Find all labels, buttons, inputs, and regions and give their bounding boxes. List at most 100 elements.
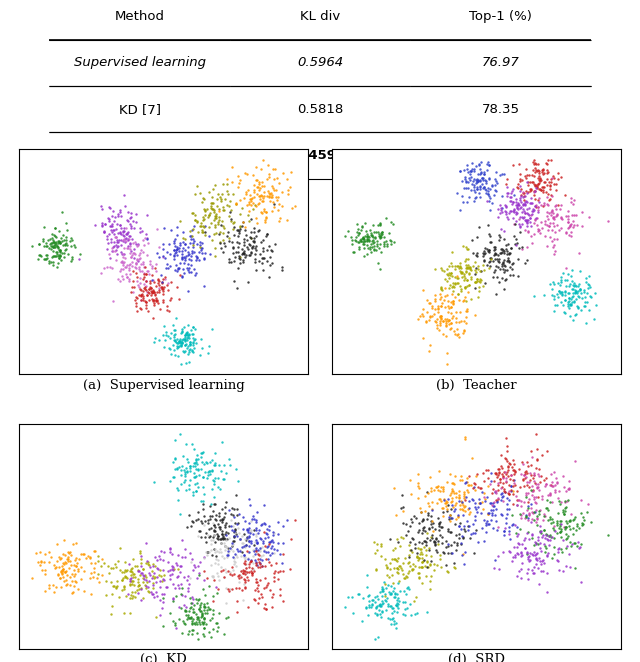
- Point: [76, 548, 86, 559]
- Point: [463, 254, 473, 264]
- Point: [399, 553, 410, 563]
- Point: [52, 241, 62, 252]
- Point: [543, 547, 553, 558]
- Point: [547, 173, 557, 183]
- Point: [245, 200, 255, 211]
- Point: [118, 234, 129, 244]
- Point: [243, 209, 253, 220]
- Point: [71, 553, 81, 563]
- Point: [195, 526, 205, 536]
- Point: [478, 260, 488, 271]
- Point: [234, 509, 244, 520]
- Point: [456, 524, 467, 534]
- Point: [533, 481, 543, 492]
- Point: [160, 335, 170, 346]
- Point: [490, 264, 500, 275]
- Point: [451, 498, 461, 508]
- Point: [246, 516, 256, 526]
- Point: [141, 233, 152, 244]
- Point: [481, 243, 492, 254]
- Point: [111, 255, 121, 265]
- Point: [104, 213, 115, 224]
- Point: [449, 518, 460, 529]
- Point: [106, 227, 116, 238]
- Point: [414, 483, 424, 493]
- Point: [459, 559, 469, 569]
- Point: [474, 493, 484, 504]
- Point: [257, 208, 268, 218]
- Point: [429, 540, 440, 550]
- Point: [133, 564, 143, 575]
- Point: [378, 238, 388, 249]
- Point: [255, 191, 265, 201]
- Point: [239, 534, 250, 545]
- Point: [504, 248, 514, 259]
- Point: [543, 515, 553, 526]
- Point: [456, 475, 467, 486]
- Point: [50, 251, 60, 261]
- Point: [431, 322, 442, 333]
- Point: [413, 568, 424, 579]
- Point: [556, 271, 566, 282]
- Point: [55, 237, 65, 248]
- Point: [528, 485, 538, 495]
- Point: [563, 217, 573, 228]
- Point: [340, 602, 350, 612]
- Point: [232, 504, 242, 514]
- Point: [132, 581, 143, 592]
- Point: [392, 595, 402, 606]
- Point: [375, 232, 385, 242]
- Point: [206, 201, 216, 211]
- Point: [346, 232, 356, 242]
- Point: [63, 555, 73, 566]
- Point: [209, 214, 220, 225]
- Point: [520, 511, 531, 522]
- Point: [110, 212, 120, 222]
- Point: [500, 199, 510, 210]
- Point: [579, 515, 589, 526]
- Point: [239, 579, 249, 590]
- Point: [138, 240, 148, 250]
- Point: [168, 596, 178, 606]
- Point: [253, 176, 264, 187]
- Point: [461, 477, 471, 487]
- Point: [90, 220, 100, 230]
- Point: [140, 268, 150, 279]
- Point: [109, 237, 119, 248]
- Point: [355, 236, 365, 246]
- Point: [262, 191, 272, 201]
- Point: [500, 206, 510, 216]
- Point: [205, 456, 216, 467]
- Point: [253, 556, 264, 567]
- Point: [561, 280, 572, 291]
- Point: [501, 518, 511, 528]
- Point: [566, 226, 576, 237]
- Point: [500, 202, 511, 213]
- Point: [182, 329, 193, 340]
- Point: [472, 276, 482, 287]
- Point: [425, 310, 435, 321]
- Point: [259, 253, 269, 263]
- Point: [214, 460, 224, 471]
- Point: [215, 515, 225, 526]
- Point: [205, 559, 216, 570]
- Point: [46, 257, 56, 267]
- Point: [182, 327, 192, 338]
- Point: [522, 480, 532, 491]
- Point: [104, 253, 115, 263]
- Point: [147, 573, 157, 584]
- Point: [257, 592, 268, 602]
- Point: [260, 547, 271, 557]
- Point: [52, 241, 62, 252]
- Point: [50, 237, 60, 248]
- Point: [546, 480, 556, 491]
- Point: [220, 193, 230, 204]
- Point: [189, 600, 199, 610]
- Point: [35, 250, 45, 260]
- Point: [398, 518, 408, 528]
- Point: [225, 207, 235, 217]
- Point: [234, 528, 244, 539]
- Point: [556, 524, 566, 535]
- Point: [460, 260, 470, 270]
- Point: [467, 452, 477, 463]
